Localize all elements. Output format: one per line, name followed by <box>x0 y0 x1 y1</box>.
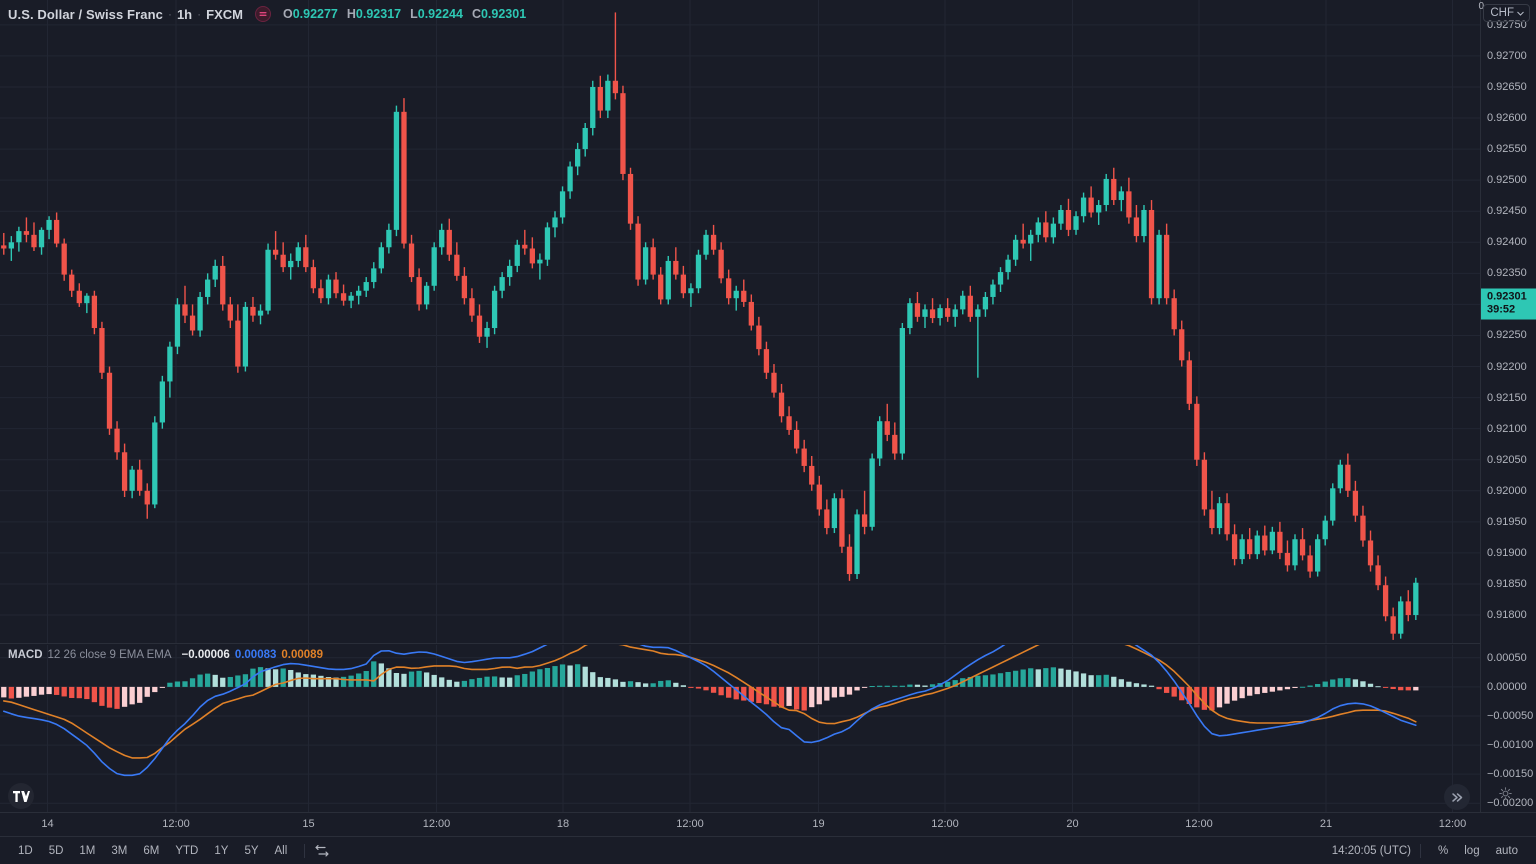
toolbar-divider-2 <box>1420 843 1422 858</box>
time-axis-tick: 12:00 <box>422 818 451 830</box>
price-axis-tick: 0.92250 <box>1487 329 1527 342</box>
date-range-icon[interactable] <box>314 844 330 858</box>
price-axis-tick: 0.91950 <box>1487 515 1527 528</box>
range-button-3m[interactable]: 3M <box>111 844 128 857</box>
price-axis-tick: 0.92600 <box>1487 112 1527 125</box>
macd-axis-tick: −0.00050 <box>1487 709 1534 722</box>
price-pane[interactable] <box>0 0 1480 643</box>
macd-pane[interactable] <box>0 645 1480 812</box>
macd-hist-value: −0.00006 <box>181 649 230 661</box>
bottom-toolbar: 1D 5D 1M 3M 6M YTD 1Y 5Y All 14:20:05 (UTC) % lo… <box>0 836 1536 864</box>
macd-series <box>0 645 1480 812</box>
price-axis-tick: 0.92150 <box>1487 391 1527 404</box>
time-axis-tick: 19 <box>812 818 825 830</box>
chart-plot-area[interactable] <box>0 0 1480 812</box>
log-scale-toggle[interactable]: log <box>1464 844 1480 857</box>
chevron-down-icon <box>1517 11 1524 16</box>
time-axis-tick: 12:00 <box>1438 818 1467 830</box>
price-axis-tick: 0.92200 <box>1487 360 1527 373</box>
price-axis-tick: 0.91850 <box>1487 577 1527 590</box>
time-axis-tick: 20 <box>1066 818 1079 830</box>
price-axis-tick: 0.91800 <box>1487 609 1527 622</box>
axis-corner-value: 0 <box>1478 1 1484 12</box>
current-price-value: 0.92301 <box>1487 290 1527 303</box>
pane-divider <box>0 643 1480 644</box>
range-button-1y[interactable]: 1Y <box>214 844 229 857</box>
bar-countdown: 39:52 <box>1487 303 1516 316</box>
range-button-5y[interactable]: 5Y <box>244 844 259 857</box>
current-price-badge[interactable]: 0.92301 39:52 <box>1481 288 1536 320</box>
currency-selector[interactable]: CHF <box>1483 4 1530 22</box>
macd-legend[interactable]: MACD 12 26 close 9 EMA EMA −0.00006 0.00… <box>8 649 323 661</box>
price-axis-tick: 0.92450 <box>1487 205 1527 218</box>
range-button-5d[interactable]: 5D <box>48 844 64 857</box>
currency-label: CHF <box>1490 7 1514 19</box>
auto-scale-toggle[interactable]: auto <box>1495 844 1518 857</box>
tradingview-logo-icon[interactable] <box>8 783 34 809</box>
macd-name: MACD <box>8 649 43 661</box>
macd-axis-tick: −0.00200 <box>1487 797 1534 810</box>
price-axis[interactable]: 0.92750 0.92700 0.92650 0.92600 0.92550 0.925… <box>1480 0 1536 812</box>
time-axis-tick: 21 <box>1319 818 1333 830</box>
price-axis-tick: 0.92550 <box>1487 143 1527 156</box>
price-axis-tick: 0.92500 <box>1487 174 1527 187</box>
price-axis-tick: 0.91900 <box>1487 546 1527 559</box>
range-button-1d[interactable]: 1D <box>18 844 33 857</box>
time-axis-tick: 12:00 <box>676 818 704 830</box>
range-button-all[interactable]: All <box>274 844 288 857</box>
price-axis-tick: 0.92050 <box>1487 453 1527 466</box>
time-axis-tick: 12:00 <box>931 818 959 830</box>
price-axis-tick: 0.92700 <box>1487 49 1527 62</box>
range-button-6m[interactable]: 6M <box>143 844 160 857</box>
macd-axis-tick: 0.00050 <box>1487 651 1527 664</box>
clock-label[interactable]: 14:20:05 (UTC) <box>1331 844 1412 857</box>
time-axis[interactable]: 14 12:00 15 12:00 18 12:00 19 12:00 20 12:00 21 12:… <box>0 812 1536 836</box>
macd-line-value: 0.00083 <box>234 649 277 661</box>
price-axis-tick: 0.92400 <box>1487 236 1527 249</box>
macd-axis-tick: −0.00100 <box>1487 739 1534 752</box>
toolbar-right-group: 14:20:05 (UTC) % log auto <box>1332 842 1536 860</box>
percent-scale-toggle[interactable]: % <box>1438 844 1449 857</box>
time-axis-tick: 15 <box>302 818 315 830</box>
gear-icon[interactable] <box>1499 787 1512 805</box>
time-axis-tick: 12:00 <box>162 818 190 830</box>
double-chevron-right-icon[interactable] <box>1444 784 1470 810</box>
candlestick-series <box>0 0 1480 643</box>
price-axis-tick: 0.92650 <box>1487 80 1527 93</box>
macd-axis-tick: −0.00150 <box>1487 768 1534 781</box>
time-axis-tick: 14 <box>41 818 54 830</box>
price-axis-tick: 0.92100 <box>1487 422 1527 435</box>
range-button-1m[interactable]: 1M <box>79 844 96 857</box>
price-axis-tick: 0.92000 <box>1487 484 1527 497</box>
price-axis-tick: 0.92350 <box>1487 267 1527 280</box>
macd-axis-tick: 0.00000 <box>1487 680 1527 693</box>
macd-params: 12 26 close 9 EMA EMA <box>47 649 172 661</box>
time-axis-tick: 12:00 <box>1185 818 1213 830</box>
macd-signal-value: 0.00089 <box>281 649 323 661</box>
toolbar-divider-1 <box>304 843 306 858</box>
range-button-ytd[interactable]: YTD <box>175 844 199 857</box>
time-axis-tick: 18 <box>556 818 570 830</box>
time-range-buttons: 1D 5D 1M 3M 6M YTD 1Y 5Y All <box>0 842 295 860</box>
